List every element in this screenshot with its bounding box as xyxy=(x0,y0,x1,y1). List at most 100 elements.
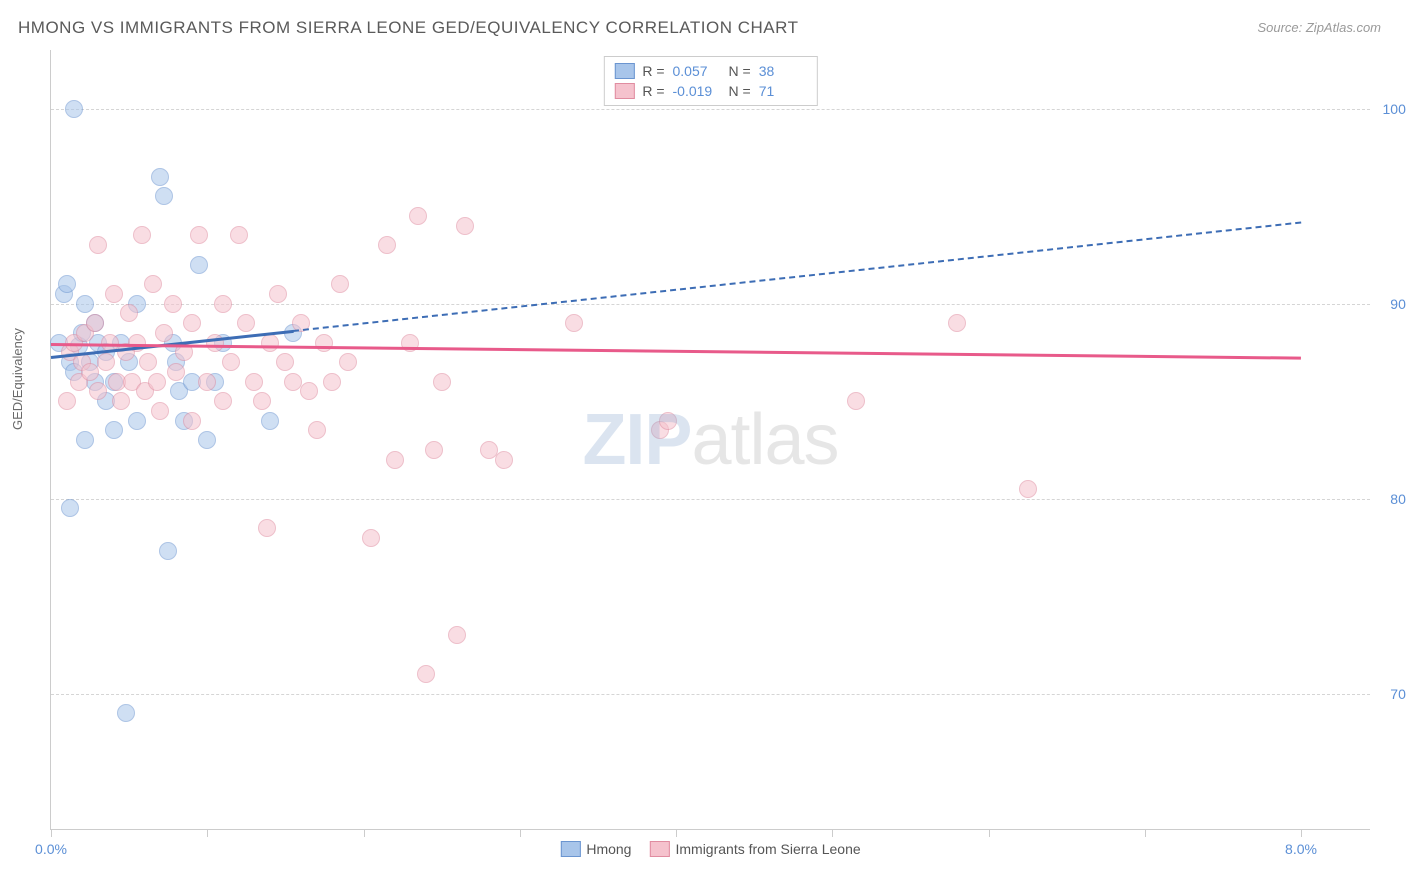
scatter-point xyxy=(948,314,966,332)
r-value-hmong: 0.057 xyxy=(673,63,721,79)
n-label: N = xyxy=(729,63,751,79)
r-value-sierra-leone: -0.019 xyxy=(673,83,721,99)
gridline xyxy=(51,499,1370,500)
scatter-point xyxy=(89,236,107,254)
watermark-atlas: atlas xyxy=(691,400,838,480)
source-label: Source: ZipAtlas.com xyxy=(1257,20,1381,35)
scatter-point xyxy=(847,392,865,410)
scatter-point xyxy=(323,373,341,391)
y-axis-label: GED/Equivalency xyxy=(10,328,25,430)
scatter-point xyxy=(253,392,271,410)
scatter-point xyxy=(230,226,248,244)
scatter-point xyxy=(659,412,677,430)
legend-item-sierra-leone: Immigrants from Sierra Leone xyxy=(649,841,860,857)
xtick xyxy=(51,829,52,837)
xtick xyxy=(207,829,208,837)
scatter-point xyxy=(300,382,318,400)
gridline xyxy=(51,304,1370,305)
scatter-point xyxy=(276,353,294,371)
n-value-sierra-leone: 71 xyxy=(759,83,807,99)
scatter-point xyxy=(433,373,451,391)
scatter-point xyxy=(139,353,157,371)
scatter-point xyxy=(86,314,104,332)
watermark: ZIPatlas xyxy=(582,399,838,481)
scatter-point xyxy=(198,373,216,391)
scatter-point xyxy=(378,236,396,254)
scatter-point xyxy=(214,295,232,313)
scatter-point xyxy=(331,275,349,293)
scatter-point xyxy=(214,392,232,410)
scatter-point xyxy=(65,100,83,118)
scatter-point xyxy=(362,529,380,547)
ytick-label: 100.0% xyxy=(1383,101,1406,117)
scatter-point xyxy=(148,373,166,391)
scatter-point xyxy=(417,665,435,683)
scatter-point xyxy=(1019,480,1037,498)
scatter-point xyxy=(76,431,94,449)
scatter-point xyxy=(386,451,404,469)
scatter-point xyxy=(198,431,216,449)
scatter-point xyxy=(120,304,138,322)
ytick-label: 80.0% xyxy=(1390,491,1406,507)
legend-stats: R = 0.057 N = 38 R = -0.019 N = 71 xyxy=(603,56,817,106)
scatter-point xyxy=(133,226,151,244)
scatter-point xyxy=(155,187,173,205)
legend-swatch-hmong xyxy=(614,63,634,79)
scatter-point xyxy=(105,421,123,439)
chart-title: HMONG VS IMMIGRANTS FROM SIERRA LEONE GE… xyxy=(18,18,798,38)
scatter-point xyxy=(448,626,466,644)
scatter-point xyxy=(183,412,201,430)
watermark-zip: ZIP xyxy=(582,400,691,480)
scatter-point xyxy=(128,412,146,430)
scatter-point xyxy=(105,285,123,303)
scatter-point xyxy=(167,363,185,381)
scatter-point xyxy=(58,275,76,293)
gridline xyxy=(51,109,1370,110)
scatter-point xyxy=(339,353,357,371)
scatter-point xyxy=(112,392,130,410)
trend-line-extrapolated xyxy=(293,222,1301,332)
xtick xyxy=(989,829,990,837)
xtick xyxy=(1301,829,1302,837)
scatter-point xyxy=(151,402,169,420)
scatter-point xyxy=(190,226,208,244)
scatter-point xyxy=(495,451,513,469)
scatter-point xyxy=(308,421,326,439)
n-value-hmong: 38 xyxy=(759,63,807,79)
legend-stats-row: R = 0.057 N = 38 xyxy=(614,61,806,81)
plot-area: ZIPatlas R = 0.057 N = 38 R = -0.019 N =… xyxy=(50,50,1370,830)
scatter-point xyxy=(409,207,427,225)
legend-label-hmong: Hmong xyxy=(586,841,631,857)
scatter-point xyxy=(61,499,79,517)
xtick-label: 8.0% xyxy=(1285,841,1317,857)
scatter-point xyxy=(81,363,99,381)
scatter-point xyxy=(151,168,169,186)
scatter-point xyxy=(144,275,162,293)
scatter-point xyxy=(190,256,208,274)
legend-stats-row: R = -0.019 N = 71 xyxy=(614,81,806,101)
scatter-point xyxy=(58,392,76,410)
legend-swatch-sierra-leone xyxy=(649,841,669,857)
scatter-point xyxy=(159,542,177,560)
legend-series: Hmong Immigrants from Sierra Leone xyxy=(560,841,860,857)
scatter-point xyxy=(76,295,94,313)
gridline xyxy=(51,694,1370,695)
scatter-point xyxy=(565,314,583,332)
scatter-point xyxy=(425,441,443,459)
scatter-point xyxy=(258,519,276,537)
scatter-point xyxy=(164,295,182,313)
legend-swatch-hmong xyxy=(560,841,580,857)
xtick xyxy=(364,829,365,837)
xtick xyxy=(520,829,521,837)
scatter-point xyxy=(183,314,201,332)
scatter-point xyxy=(245,373,263,391)
scatter-point xyxy=(89,382,107,400)
r-label: R = xyxy=(642,63,664,79)
legend-swatch-sierra-leone xyxy=(614,83,634,99)
legend-label-sierra-leone: Immigrants from Sierra Leone xyxy=(675,841,860,857)
ytick-label: 90.0% xyxy=(1390,296,1406,312)
scatter-point xyxy=(155,324,173,342)
chart-container: HMONG VS IMMIGRANTS FROM SIERRA LEONE GE… xyxy=(0,0,1406,892)
scatter-point xyxy=(222,353,240,371)
scatter-point xyxy=(261,412,279,430)
